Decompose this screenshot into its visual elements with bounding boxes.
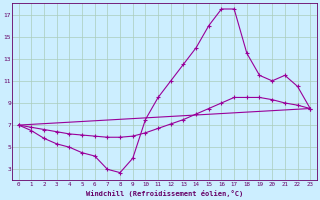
X-axis label: Windchill (Refroidissement éolien,°C): Windchill (Refroidissement éolien,°C) [86, 190, 243, 197]
